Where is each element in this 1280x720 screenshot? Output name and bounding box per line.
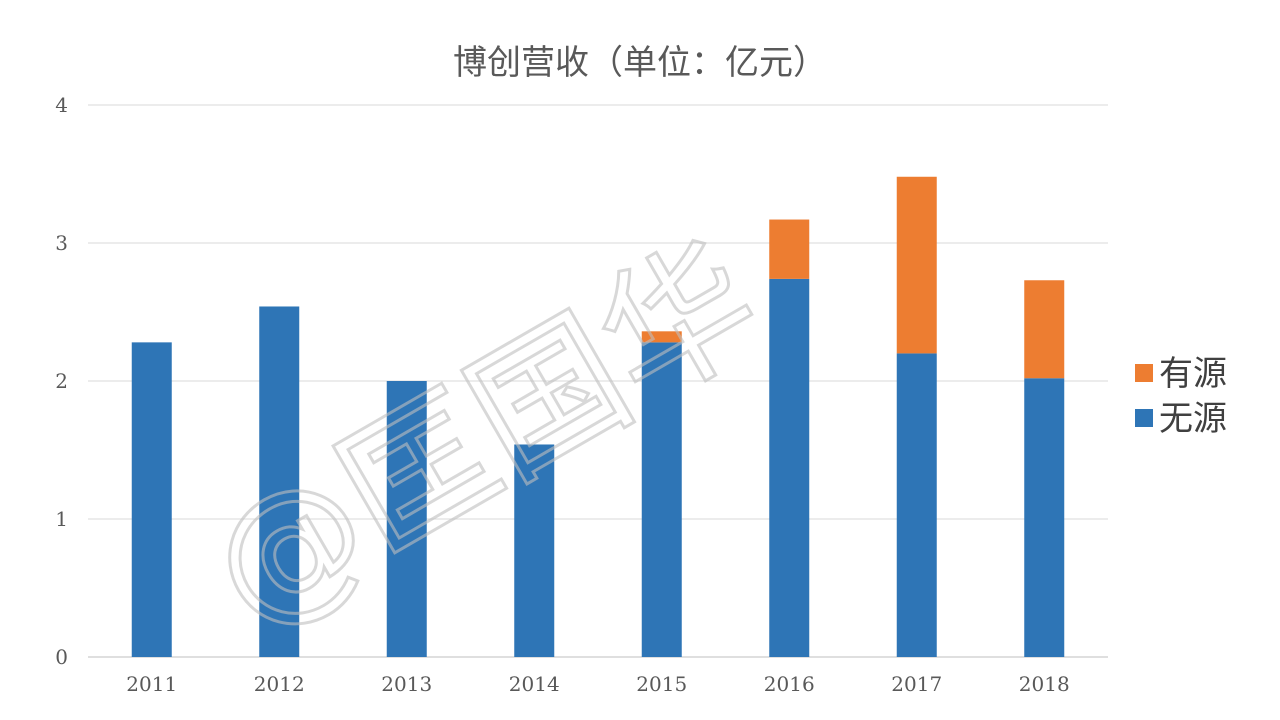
bar-passive-2012 [259, 306, 300, 657]
bar-passive-2015 [641, 342, 682, 657]
x-tick-label: 2013 [381, 672, 432, 696]
bars-layer [131, 176, 1065, 657]
bar-passive-2011 [131, 342, 172, 657]
y-tick-label: 4 [55, 93, 68, 117]
bar-passive-2017 [896, 353, 937, 657]
x-tick-label: 2017 [891, 672, 942, 696]
axis-layer: 0 1 2 3 4 2011 2012 2013 2014 2015 2016 2017 2018 [55, 93, 1069, 696]
x-tick-label: 2015 [636, 672, 687, 696]
bar-passive-2014 [514, 444, 555, 657]
bar-active-2018 [1024, 280, 1065, 379]
x-tick-label: 2018 [1019, 672, 1070, 696]
legend-label: 无源 [1159, 399, 1227, 439]
y-tick-label: 3 [55, 231, 68, 255]
x-tick-label: 2016 [764, 672, 815, 696]
y-tick-label: 0 [55, 645, 68, 669]
chart-title: 博创营收（单位：亿元） [453, 43, 827, 83]
x-tick-label: 2012 [254, 672, 305, 696]
legend-swatch [1135, 409, 1153, 427]
bar-active-2015 [641, 331, 682, 343]
x-tick-label: 2014 [509, 672, 560, 696]
bar-passive-2013 [386, 381, 427, 657]
y-tick-label: 1 [55, 507, 68, 531]
bar-active-2017 [896, 176, 937, 354]
grid-layer [88, 104, 1108, 658]
bar-active-2016 [769, 219, 810, 279]
legend-swatch [1135, 364, 1153, 382]
x-tick-label: 2011 [126, 672, 177, 696]
legend-label: 有源 [1159, 354, 1227, 394]
bar-passive-2018 [1024, 378, 1065, 657]
y-tick-label: 2 [55, 369, 68, 393]
bar-passive-2016 [769, 278, 810, 657]
